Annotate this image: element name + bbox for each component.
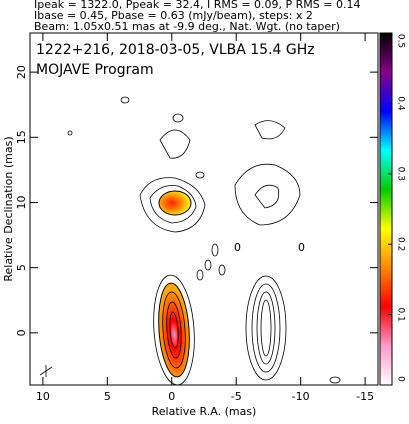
y-tick-label: 10 <box>15 195 28 209</box>
x-axis-label: Relative R.A. (mas) <box>152 405 257 418</box>
colorbar-tick-label: 0.4 <box>396 96 406 111</box>
contours <box>39 96 341 386</box>
header-line: Ipeak = 1322.0, Ppeak = 32.4, I RMS = 0.… <box>34 0 361 11</box>
x-tick-label: -10 <box>292 390 310 403</box>
header-line: Beam: 1.05x0.51 mas at -9.9 deg., Nat. W… <box>34 20 340 33</box>
colorbar <box>379 32 393 386</box>
colorbar-tick-label: 0.1 <box>396 307 406 321</box>
colorbar-tick-label: 0.3 <box>396 167 406 181</box>
y-tick-label: 5 <box>15 264 28 271</box>
map-title: 1222+216, 2018-03-05, VLBA 15.4 GHz <box>36 42 315 58</box>
colorbar-tick-label: 0.2 <box>396 237 406 251</box>
annotation: 0 <box>234 241 241 254</box>
x-tick-label: 0 <box>168 390 175 403</box>
x-tick-label: 5 <box>104 390 111 403</box>
y-tick-label: 20 <box>15 65 28 79</box>
y-tick-label: 0 <box>15 329 28 336</box>
colorbar-tick-label: 0 <box>396 376 406 382</box>
annotation: 0 <box>298 241 305 254</box>
x-tick-label: -15 <box>356 390 374 403</box>
header-line: Ibase = 0.45, Pbase = 0.63 (mJy/beam), s… <box>34 9 313 22</box>
x-tick-label: -5 <box>231 390 242 403</box>
y-axis-label: Relative Declination (mas) <box>2 136 15 281</box>
colorbar-tick-label: 0.5 <box>396 34 406 48</box>
x-tick-label: 10 <box>36 390 50 403</box>
y-tick-label: 15 <box>15 130 28 144</box>
map-subtitle: MOJAVE Program <box>36 62 154 78</box>
